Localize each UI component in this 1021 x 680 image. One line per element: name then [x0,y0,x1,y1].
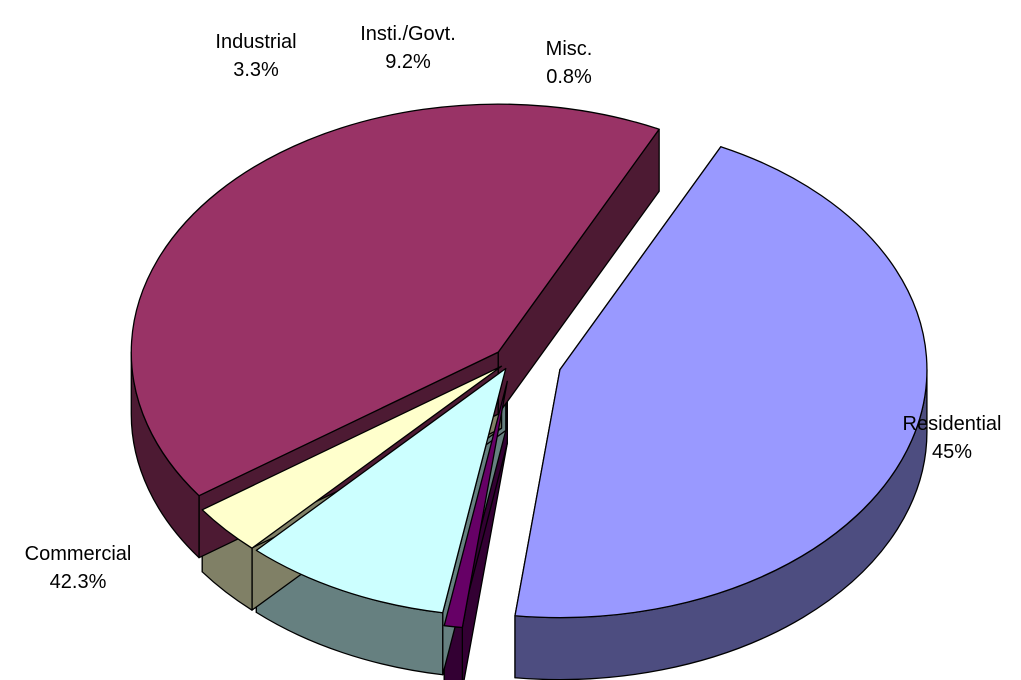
slice-industrial [201,365,503,549]
slice-insti-govt [255,367,507,614]
label-insti-govt-name: Insti./Govt. [360,23,456,45]
label-residential-name: Residential [903,413,1002,435]
label-commercial-name: Commercial [25,543,132,565]
label-insti-govt-value: 9.2% [385,51,431,73]
slice-commercial [130,103,660,497]
label-commercial-value: 42.3% [50,571,107,593]
label-commercial: Commercial 42.3% [25,543,132,593]
label-industrial-value: 3.3% [233,59,279,81]
pie-labels: Residential45%Misc.0.8%Insti./Govt.9.2%I… [25,23,1002,593]
label-insti-govt: Insti./Govt. 9.2% [360,23,456,73]
label-misc-value: 0.8% [546,66,592,88]
slice-residential [514,146,928,619]
label-residential-value: 45% [932,441,972,463]
slice-misc [443,380,508,629]
label-residential: Residential 45% [903,413,1002,463]
label-misc: Misc. 0.8% [546,38,593,88]
pie-tops [130,103,928,629]
label-industrial: Industrial 3.3% [215,31,296,81]
label-misc-name: Misc. [546,38,593,60]
label-industrial-name: Industrial [215,31,296,53]
